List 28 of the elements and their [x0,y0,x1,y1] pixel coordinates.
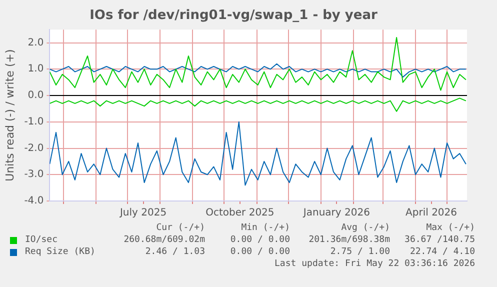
text: Min (-/+) [240,222,290,234]
y-tick-label: 2.0 [28,37,44,48]
text: 36.67 /140.75 [404,234,475,246]
text: 201.36m/698.38m [308,234,390,246]
text: 2.46 / 1.03 [144,246,205,258]
y-tick-label: 1.0 [28,64,44,75]
legend-label: IO/sec [24,234,59,246]
y-tick-label: -3.0 [24,169,44,180]
y-tick-label: -1.0 [24,116,44,128]
text: Cur (-/+) [155,222,205,234]
y-tick-label: -2.0 [24,142,44,154]
text: 260.68m/609.02m [122,234,205,246]
text: Avg (-/+) [340,222,390,234]
x-tick-label: July 2025 [118,208,167,219]
legend-label: Req Size (KB) [24,246,96,258]
y-tick-label: -4.0 [24,196,44,207]
chart-title: IOs for /dev/ring01-vg/swap_1 - by year [90,8,378,24]
x-tick-label: January 2026 [302,208,370,219]
x-tick-label: April 2026 [406,208,458,219]
text: 22.74 / 4.10 [408,246,475,258]
y-axis-title: Units read (-) / write (+) [3,49,16,182]
text: 0.00 / 0.00 [229,234,290,246]
y-tick-label: 0.0 [28,90,44,102]
text: 0.00 / 0.00 [229,246,290,258]
text: Max (-/+) [425,222,475,234]
text: 2.75 / 1.00 [329,246,390,258]
text: Last update: Fri May 22 03:36:16 2026 [274,258,475,270]
x-tick-label: October 2025 [206,208,274,219]
